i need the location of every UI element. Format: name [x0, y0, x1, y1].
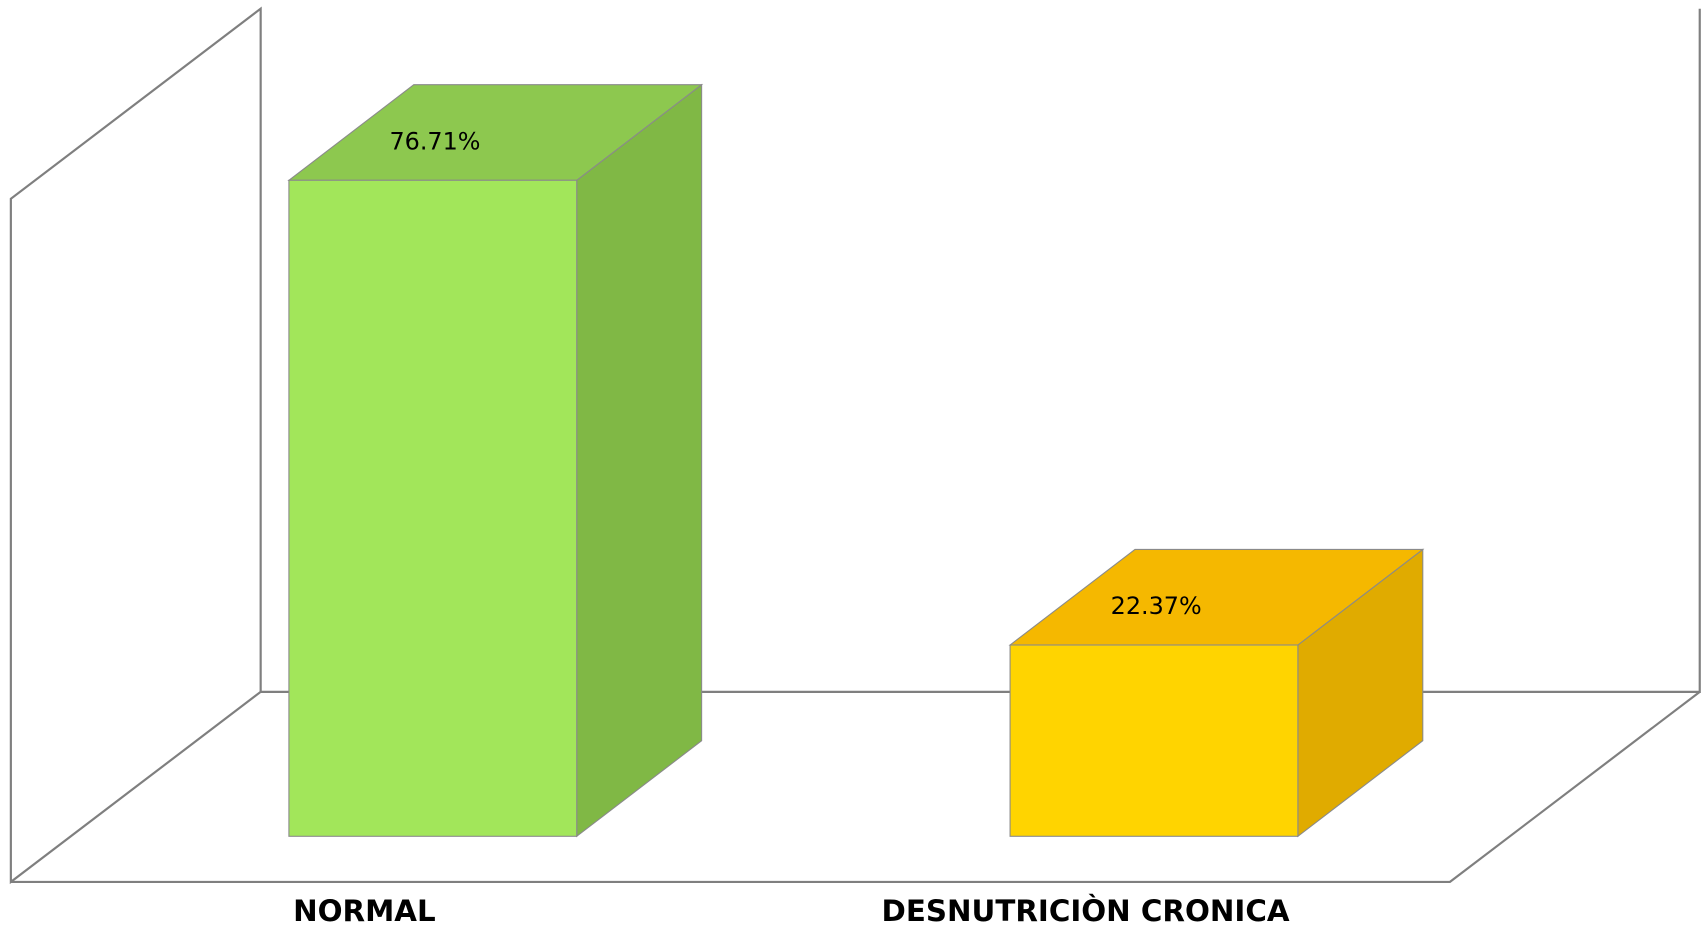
left-wall: [9, 6, 262, 885]
x-tick-label: DESNUTRICIÒN CRONICA: [882, 892, 1290, 927]
floor: [10, 690, 1701, 884]
bar: [288, 179, 578, 837]
x-tick-label: NORMAL: [293, 894, 436, 927]
data-label: 76.71%: [389, 127, 480, 155]
data-label: 22.37%: [1111, 592, 1202, 620]
bar-side: [576, 83, 703, 838]
bar: [1009, 644, 1299, 837]
